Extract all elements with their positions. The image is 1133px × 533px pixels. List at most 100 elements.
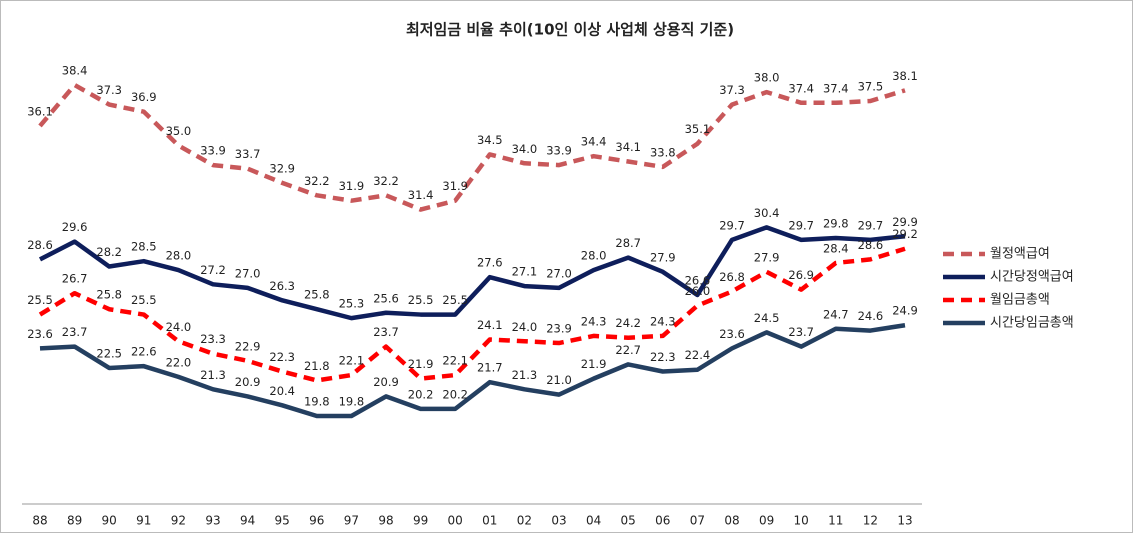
data-label: 22.6 (131, 345, 157, 359)
data-label: 21.9 (408, 357, 434, 371)
data-label: 32.9 (269, 161, 295, 175)
x-tick-label: 91 (136, 514, 151, 528)
data-label: 19.8 (339, 395, 365, 409)
x-tick-label: 02 (517, 514, 532, 528)
data-label: 21.7 (477, 361, 503, 375)
data-label: 33.7 (235, 147, 261, 161)
data-label: 23.6 (719, 327, 745, 341)
data-label: 23.9 (546, 322, 572, 336)
data-label: 21.8 (304, 359, 330, 373)
data-label: 22.1 (339, 354, 365, 368)
legend-label: 월임금총액 (990, 293, 1050, 308)
data-label: 28.7 (615, 236, 641, 250)
data-label: 24.3 (650, 314, 676, 328)
data-label: 28.6 (858, 238, 884, 252)
data-label: 37.5 (858, 80, 884, 94)
data-label: 22.3 (650, 350, 676, 364)
x-tick-label: 06 (655, 514, 670, 528)
x-tick-label: 13 (897, 514, 912, 528)
data-label: 34.1 (615, 140, 641, 154)
series-line (39, 323, 906, 419)
x-tick-label: 10 (794, 514, 809, 528)
data-label: 23.7 (373, 325, 399, 339)
data-label: 38.1 (892, 69, 918, 83)
data-label: 36.1 (27, 104, 53, 118)
data-label: 38.4 (62, 64, 88, 78)
data-label: 21.3 (200, 368, 226, 382)
x-tick-label: 12 (863, 514, 878, 528)
data-label: 25.8 (96, 288, 122, 302)
data-label: 31.9 (339, 179, 365, 193)
data-label: 25.5 (131, 293, 157, 307)
data-label: 24.0 (166, 320, 192, 334)
data-label: 24.3 (581, 314, 607, 328)
data-label: 27.1 (512, 265, 538, 279)
x-tick-label: 90 (102, 514, 117, 528)
data-label: 20.9 (235, 375, 261, 389)
data-label: 20.2 (442, 387, 468, 401)
x-tick-label: 07 (690, 514, 705, 528)
x-tick-label: 93 (205, 514, 220, 528)
data-label: 27.2 (200, 263, 226, 277)
data-label: 25.6 (373, 291, 399, 305)
x-tick-label: 96 (309, 514, 324, 528)
x-tick-label: 00 (448, 514, 463, 528)
data-label: 28.2 (96, 245, 122, 259)
data-label: 22.0 (166, 355, 192, 369)
data-label: 28.5 (131, 240, 157, 254)
data-label: 37.4 (823, 81, 849, 95)
data-label: 22.5 (96, 346, 122, 360)
x-tick-label: 89 (67, 514, 82, 528)
data-label: 23.6 (27, 327, 53, 341)
data-label: 26.6 (685, 273, 711, 287)
data-label: 23.7 (788, 325, 814, 339)
data-label: 32.2 (373, 174, 399, 188)
x-tick-label: 99 (413, 514, 428, 528)
data-label: 27.0 (546, 266, 572, 280)
data-label: 38.0 (754, 71, 780, 85)
data-label: 24.7 (823, 307, 849, 321)
data-label: 28.0 (166, 249, 192, 263)
data-label: 22.7 (615, 343, 641, 357)
data-label: 21.3 (512, 368, 538, 382)
data-label: 26.7 (62, 272, 88, 286)
data-label: 27.9 (650, 250, 676, 264)
data-label: 20.4 (269, 384, 295, 398)
x-tick-label: 04 (586, 514, 601, 528)
x-tick-label: 11 (828, 514, 843, 528)
data-label: 24.2 (615, 316, 641, 330)
data-label: 35.0 (166, 124, 192, 138)
x-tick-label: 08 (724, 514, 739, 528)
data-label: 22.1 (442, 354, 468, 368)
data-label: 34.4 (581, 135, 607, 149)
data-label: 29.7 (788, 218, 814, 232)
data-label: 28.6 (27, 238, 53, 252)
data-label: 25.8 (304, 288, 330, 302)
data-label: 26.8 (719, 270, 745, 284)
data-label: 27.6 (477, 256, 503, 270)
data-label: 33.9 (546, 144, 572, 158)
chart-title: 최저임금 비율 추이(10인 이상 사업체 상용직 기준) (406, 21, 734, 39)
data-label: 32.2 (304, 174, 330, 188)
data-label: 23.3 (200, 332, 226, 346)
x-tick-label: 95 (275, 514, 290, 528)
data-label: 33.8 (650, 145, 676, 159)
x-tick-label: 97 (344, 514, 359, 528)
data-label: 24.9 (892, 304, 918, 318)
x-tick-label: 05 (621, 514, 636, 528)
data-label: 22.4 (685, 348, 711, 362)
data-label: 24.0 (512, 320, 538, 334)
data-label: 27.9 (754, 250, 780, 264)
x-tick-label: 94 (240, 514, 255, 528)
data-label: 19.8 (304, 395, 330, 409)
data-label: 29.6 (62, 220, 88, 234)
data-label: 26.9 (788, 268, 814, 282)
data-label: 25.5 (442, 293, 468, 307)
data-label: 20.2 (408, 387, 434, 401)
data-label: 37.3 (96, 83, 122, 97)
series-line (38, 82, 906, 212)
x-tick-label: 98 (378, 514, 393, 528)
data-label: 21.9 (581, 357, 607, 371)
